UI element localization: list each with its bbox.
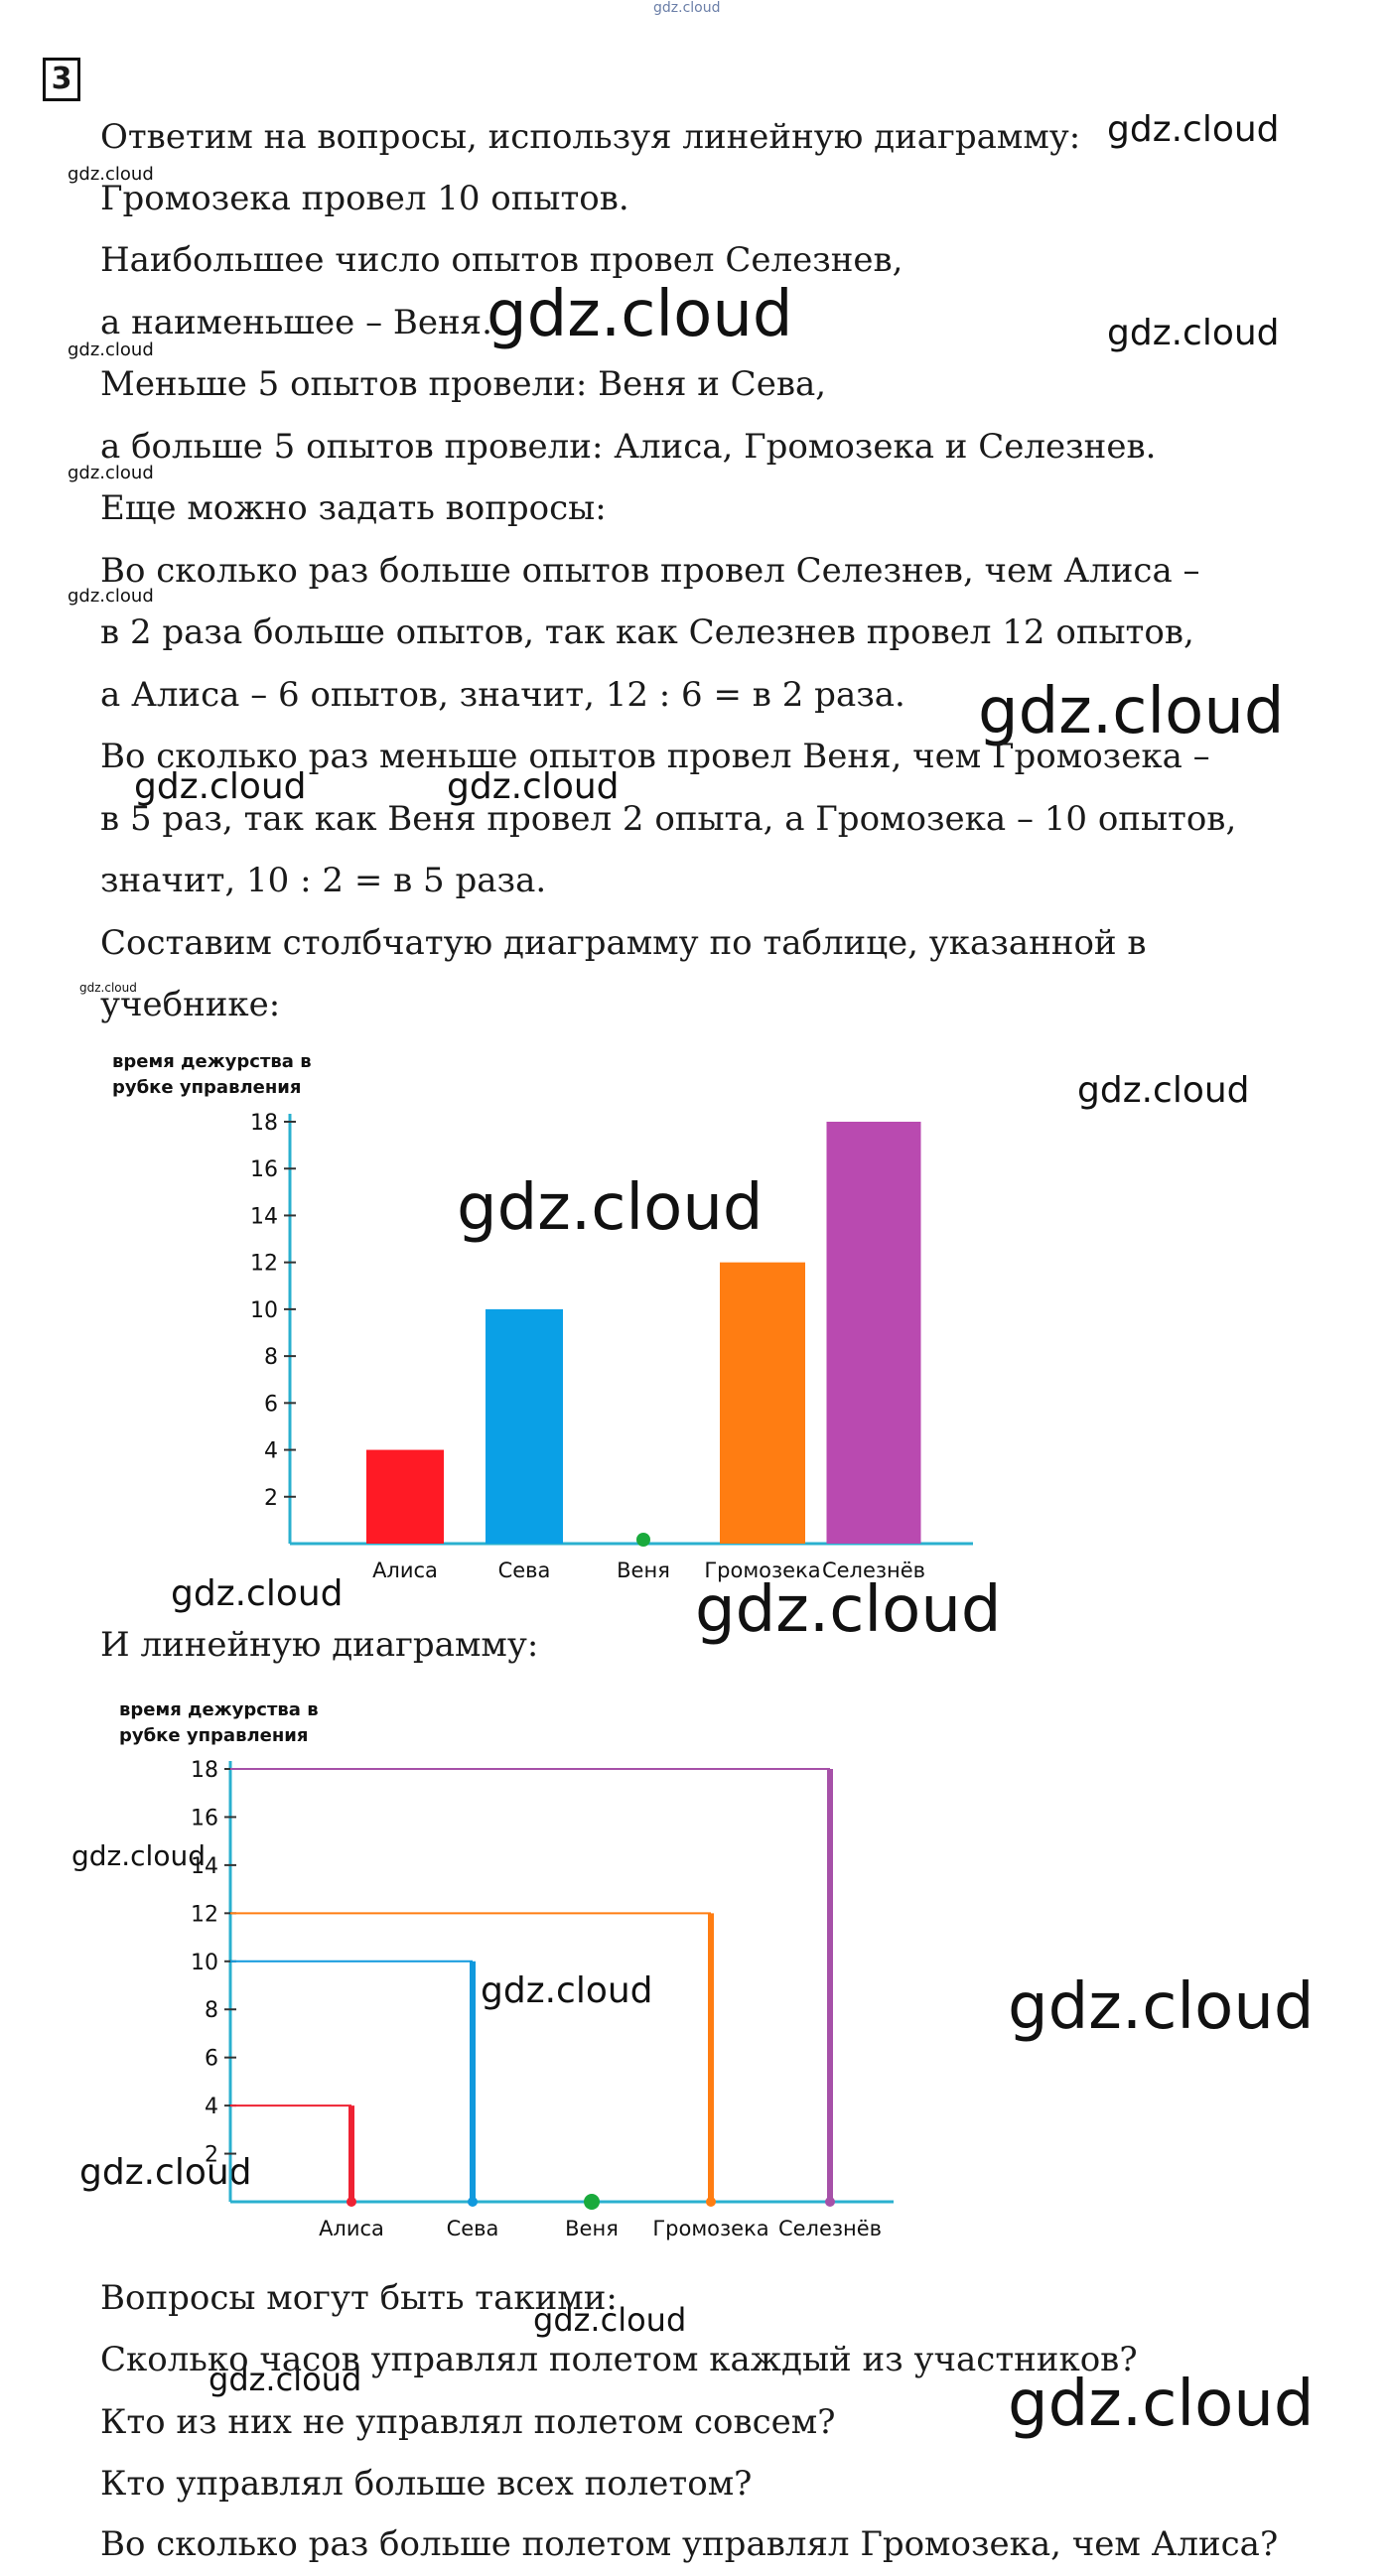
watermark: gdz.cloud [1008,1970,1315,2044]
watermark: gdz.cloud [481,1970,653,2011]
watermark: gdz.cloud [171,1573,344,1614]
answer-line: Еще можно задать вопросы: [100,488,607,528]
category-label: Алиса [372,1559,438,1582]
y-tick-label: 18 [191,1758,218,1783]
line-chart-intro: И линейную диаграмму: [100,1625,539,1665]
y-tick-label: 2 [264,1486,278,1511]
answer-line: Во сколько раз меньше опытов провел Веня… [100,737,1210,776]
category-label: Громозека [704,1559,820,1582]
question-line: Кто из них не управлял полетом совсем? [100,2402,836,2442]
category-label: Громозека [652,2217,768,2240]
watermark: gdz.cloud [695,1573,1002,1647]
answer-line: а больше 5 опытов провели: Алиса, Громоз… [100,427,1157,467]
y-tick-label: 10 [191,1951,218,1975]
value-point [706,2197,716,2207]
y-tick-label: 16 [250,1157,278,1182]
watermark: gdz.cloud [1107,313,1280,353]
watermark: gdz.cloud [134,766,307,807]
answer-line: Составим столбчатую диаграмму по таблице… [100,923,1147,963]
bar [366,1449,444,1544]
y-tick-label: 14 [191,1854,218,1879]
question-line: Сколько часов управлял полетом каждый из… [100,2340,1138,2379]
watermark: gdz.cloud [68,586,154,607]
answer-line: а наименьшее – Веня. [100,303,492,342]
y-tick-label: 16 [191,1806,218,1830]
task-number: 3 [43,58,80,101]
y-tick-label: 12 [250,1252,278,1277]
category-label: Веня [565,2217,619,2240]
y-tick-label: 10 [250,1298,278,1323]
y-tick-label: 4 [264,1439,278,1464]
line-chart: время дежурства в рубке управления 2 4 6 8 10… [119,1699,894,2240]
watermark: gdz.cloud [486,278,793,351]
question-line: Кто управлял больше всех полетом? [100,2464,753,2504]
watermark: gdz.cloud [533,2301,687,2339]
y-tick-label: 6 [205,2047,218,2072]
category-label: Сева [498,1559,551,1582]
answer-line: учебнике: [100,985,281,1024]
watermark: gdz.cloud [208,2361,362,2398]
answer-line: Меньше 5 опытов провели: Веня и Сева, [100,364,827,404]
bar [720,1262,805,1544]
watermark: gdz.cloud [1008,2368,1315,2441]
watermark: gdz.cloud [1107,109,1280,150]
answer-line: а Алиса – 6 опытов, значит, 12 : 6 = в 2… [100,675,905,715]
watermark: gdz.cloud [447,766,620,807]
category-label: Селезнёв [778,2217,882,2240]
value-point [825,2197,835,2207]
value-point [468,2197,478,2207]
watermark: gdz.cloud [978,675,1285,748]
watermark: gdz.cloud [68,339,154,360]
watermark: gdz.cloud [71,1839,206,1872]
bar-chart-ylabel: время дежурства в рубке управления [112,1051,312,1098]
answer-line: Наибольшее число опытов провел Селезнев, [100,240,904,280]
y-tick-label: 12 [191,1902,218,1927]
watermark: gdz.cloud [68,463,154,483]
watermark: gdz.cloud [653,0,721,16]
watermark: gdz.cloud [68,164,154,185]
answer-line: в 5 раз, так как Веня провел 2 опыта, а … [100,799,1237,839]
y-tick-label: 6 [264,1392,278,1417]
answer-line: Во сколько раз больше опытов провел Селе… [100,551,1200,591]
y-tick-label: 14 [250,1204,278,1229]
answer-line: Громозека провел 10 опытов. [100,179,629,218]
y-tick-label: 4 [205,2095,218,2119]
value-point [584,2194,600,2210]
category-label: Сева [447,2217,499,2240]
line-chart-ylabel: время дежурства в рубке управления [119,1699,319,1746]
answer-line: в 2 раза больше опытов, так как Селезнев… [100,612,1194,652]
answer-line: значит, 10 : 2 = в 5 раза. [100,861,547,900]
bar [486,1308,563,1544]
category-label: Веня [617,1559,670,1582]
y-tick-label: 18 [250,1111,278,1136]
question-line: Во сколько раз больше полетом управлял Г… [100,2524,1279,2564]
watermark: gdz.cloud [1077,1070,1250,1111]
category-label: Алиса [319,2217,384,2240]
watermark: gdz.cloud [79,981,137,995]
category-label: Селезнёв [822,1559,925,1582]
y-tick-label: 8 [205,1998,218,2023]
watermark: gdz.cloud [457,1171,764,1245]
bar-chart: время дежурства в рубке управления 2 4 6 8 10… [112,1051,973,1582]
y-tick-label: 2 [205,2143,218,2168]
bar-point [636,1533,650,1547]
value-point [347,2197,356,2207]
watermark: gdz.cloud [79,2152,252,2193]
bar [826,1122,921,1544]
y-tick-label: 8 [264,1345,278,1370]
question-line: Вопросы могут быть такими: [100,2278,618,2318]
answer-line: Ответим на вопросы, используя линейную д… [100,117,1081,157]
